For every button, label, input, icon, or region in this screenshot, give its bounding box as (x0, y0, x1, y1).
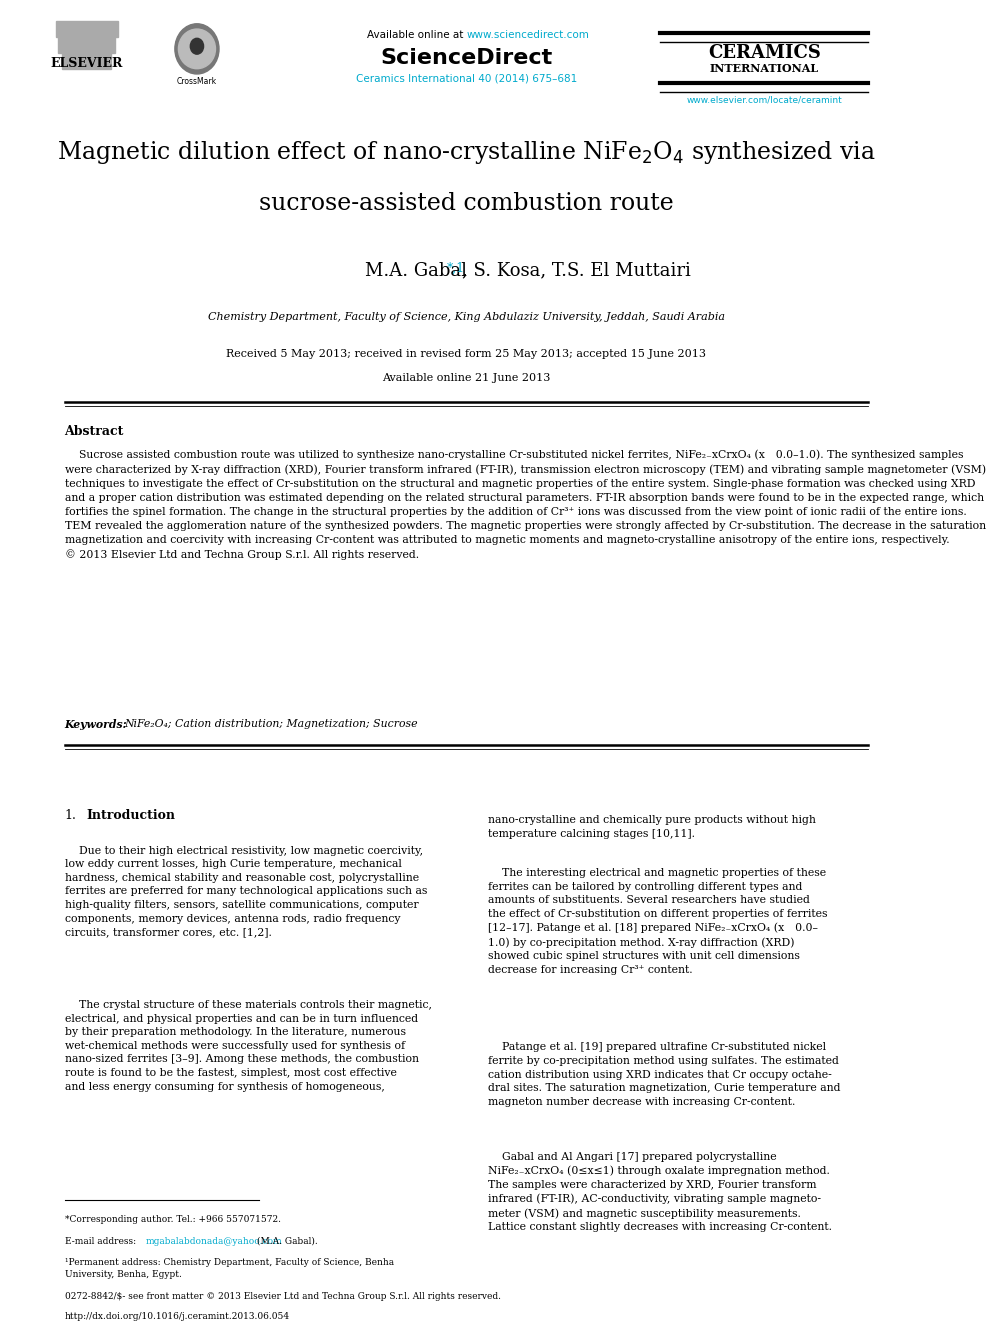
Text: (M.A. Gabal).: (M.A. Gabal). (254, 1237, 318, 1245)
Text: Abstract: Abstract (64, 426, 124, 438)
Text: nano-crystalline and chemically pure products without high
temperature calcining: nano-crystalline and chemically pure pro… (488, 815, 816, 839)
Text: www.sciencedirect.com: www.sciencedirect.com (466, 30, 589, 41)
Text: *,1: *,1 (446, 262, 465, 275)
Text: Introduction: Introduction (86, 808, 176, 822)
Ellipse shape (190, 38, 203, 54)
Text: Sucrose assisted combustion route was utilized to synthesize nano-crystalline Cr: Sucrose assisted combustion route was ut… (64, 450, 986, 560)
Text: The crystal structure of these materials controls their magnetic,
electrical, an: The crystal structure of these materials… (64, 1000, 432, 1091)
Bar (62, 52, 111, 69)
Text: Patange et al. [19] prepared ultrafine Cr-substituted nickel
ferrite by co-preci: Patange et al. [19] prepared ultrafine C… (488, 1043, 840, 1107)
Text: E-mail address:: E-mail address: (64, 1237, 139, 1245)
Text: http://dx.doi.org/10.1016/j.ceramint.2013.06.054: http://dx.doi.org/10.1016/j.ceramint.201… (64, 1312, 290, 1320)
Text: 0272-8842/$- see front matter © 2013 Elsevier Ltd and Techna Group S.r.l. All ri: 0272-8842/$- see front matter © 2013 Els… (64, 1293, 501, 1301)
Bar (59, 36, 115, 53)
Ellipse shape (179, 29, 215, 69)
Text: , S. Kosa, T.S. El Muttairi: , S. Kosa, T.S. El Muttairi (461, 262, 690, 279)
Text: Available online at: Available online at (366, 30, 466, 41)
Text: Keywords:: Keywords: (64, 718, 131, 730)
Text: CrossMark: CrossMark (177, 77, 217, 86)
Bar (56, 21, 117, 37)
Text: ScienceDirect: ScienceDirect (380, 48, 553, 67)
Text: NiFe₂O₄; Cation distribution; Magnetization; Sucrose: NiFe₂O₄; Cation distribution; Magnetizat… (125, 718, 418, 729)
Text: www.elsevier.com/locate/ceramint: www.elsevier.com/locate/ceramint (686, 95, 842, 105)
Text: Ceramics International 40 (2014) 675–681: Ceramics International 40 (2014) 675–681 (355, 74, 576, 83)
Text: Received 5 May 2013; received in revised form 25 May 2013; accepted 15 June 2013: Received 5 May 2013; received in revised… (226, 349, 706, 359)
Text: M.A. Gabal: M.A. Gabal (365, 262, 466, 279)
Text: CERAMICS: CERAMICS (708, 44, 821, 62)
Text: ELSEVIER: ELSEVIER (51, 57, 123, 70)
Text: Magnetic dilution effect of nano-crystalline NiFe$_2$O$_4$ synthesized via: Magnetic dilution effect of nano-crystal… (57, 139, 875, 165)
Text: Available online 21 June 2013: Available online 21 June 2013 (382, 373, 551, 382)
Text: The interesting electrical and magnetic properties of these
ferrites can be tail: The interesting electrical and magnetic … (488, 868, 827, 975)
Text: *Corresponding author. Tel.: +966 557071572.: *Corresponding author. Tel.: +966 557071… (64, 1216, 281, 1225)
Ellipse shape (175, 24, 219, 74)
Text: ¹Permanent address: Chemistry Department, Faculty of Science, Benha
University, : ¹Permanent address: Chemistry Department… (64, 1258, 394, 1278)
Text: Gabal and Al Angari [17] prepared polycrystalline
NiFe₂₋xCrxO₄ (0≤x≤1) through o: Gabal and Al Angari [17] prepared polycr… (488, 1152, 832, 1233)
Text: Due to their high electrical resistivity, low magnetic coercivity,
low eddy curr: Due to their high electrical resistivity… (64, 845, 427, 937)
Text: 1.: 1. (64, 808, 76, 822)
Text: mgabalabdonada@yahoo.com: mgabalabdonada@yahoo.com (146, 1237, 283, 1245)
Text: INTERNATIONAL: INTERNATIONAL (710, 64, 819, 74)
Text: Chemistry Department, Faculty of Science, King Abdulaziz University, Jeddah, Sau: Chemistry Department, Faculty of Science… (207, 312, 724, 321)
Text: sucrose-assisted combustion route: sucrose-assisted combustion route (259, 192, 674, 214)
